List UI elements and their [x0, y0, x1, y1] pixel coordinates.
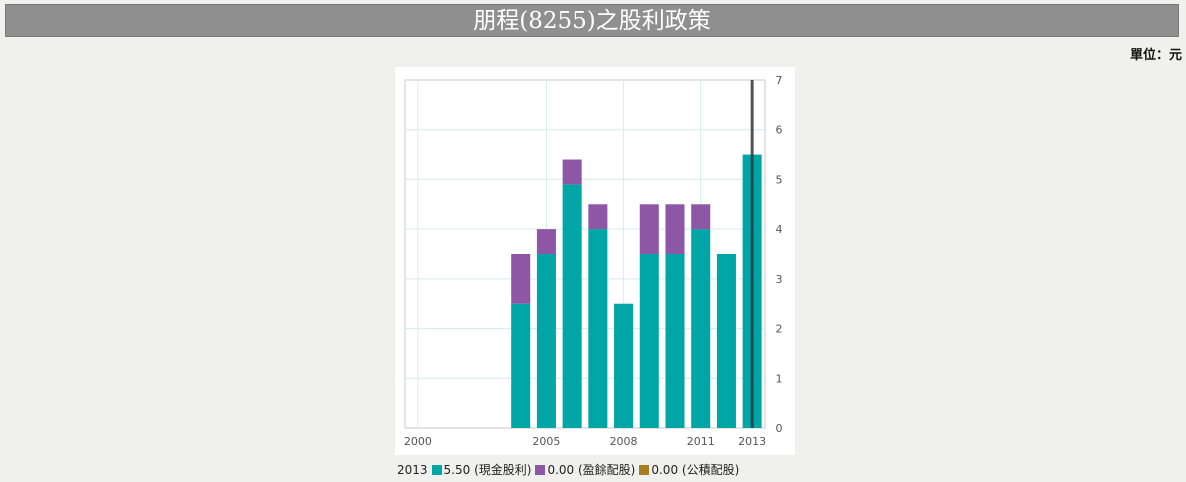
bar-cash-2004 — [511, 303, 531, 428]
plot-area — [404, 79, 766, 429]
bar-earnings-2007 — [588, 204, 608, 230]
x-tick-label: 2013 — [738, 435, 766, 448]
y-tick-label: 5 — [776, 173, 783, 186]
y-tick-label: 6 — [776, 124, 783, 137]
bar-cash-2006 — [562, 184, 582, 428]
bar-cash-2012 — [716, 254, 736, 428]
y-tick-label: 4 — [776, 223, 783, 236]
bar-earnings-2005 — [536, 229, 556, 254]
legend-item-earnings: 0.00 (盈餘配股) — [531, 461, 635, 478]
bar-cash-2007 — [588, 229, 608, 428]
bar-cash-2005 — [536, 254, 556, 428]
legend-text-earnings: 0.00 (盈餘配股) — [547, 463, 636, 477]
unit-label: 單位：元 — [1129, 48, 1182, 63]
y-tick-label: 2 — [776, 323, 783, 336]
x-tick-label: 2011 — [687, 435, 715, 448]
bar-earnings-2004 — [511, 254, 531, 304]
page-title: 朋程(8255)之股利政策 — [5, 4, 1179, 37]
y-tick-label: 0 — [776, 422, 783, 435]
bar-earnings-2011 — [691, 204, 711, 230]
y-tick-label: 7 — [776, 74, 783, 87]
bar-cash-2011 — [691, 229, 711, 428]
bar-cash-2009 — [639, 254, 659, 428]
bar-earnings-2009 — [639, 204, 659, 254]
legend-year: 2013 — [397, 462, 428, 477]
legend-text-reserve: 0.00 (公積配股) — [651, 463, 740, 477]
legend-item-reserve: 0.00 (公積配股) — [635, 461, 739, 478]
legend-item-cash: 5.50 (現金股利) — [428, 461, 532, 478]
chart-legend: 2013 5.50 (現金股利) 0.00 (盈餘配股) 0.00 (公積配股) — [397, 461, 739, 478]
legend-text-cash: 5.50 (現金股利) — [443, 463, 532, 477]
y-tick-label: 3 — [776, 273, 783, 286]
legend-swatch-cash — [431, 464, 442, 475]
legend-swatch-reserve — [639, 464, 650, 475]
dividend-chart[interactable]: 0 1 2 3 4 5 6 7 2000 2005 2008 2011 2013 — [395, 67, 795, 455]
x-tick-label: 2000 — [404, 435, 432, 448]
bar-earnings-2006 — [562, 159, 582, 185]
bar-earnings-2010 — [665, 204, 685, 254]
chart-svg[interactable]: 0 1 2 3 4 5 6 7 2000 2005 2008 2011 2013 — [395, 67, 795, 455]
bar-cash-2010 — [665, 254, 685, 428]
x-tick-label: 2008 — [610, 435, 638, 448]
legend-swatch-earnings — [535, 464, 546, 475]
bar-cash-2008 — [614, 303, 634, 428]
y-tick-label: 1 — [776, 372, 783, 385]
x-tick-label: 2005 — [532, 435, 560, 448]
